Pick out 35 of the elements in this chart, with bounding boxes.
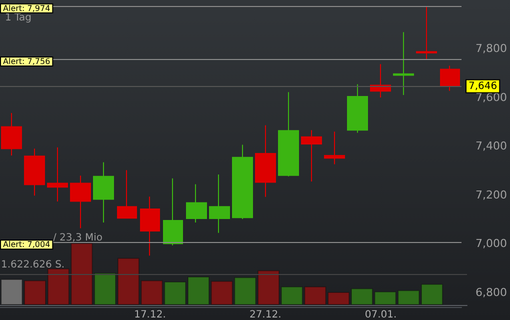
y-tick-label: 7,000	[476, 237, 508, 250]
ref-line-label: Alert: 7,004	[3, 240, 50, 250]
ref-line-label: 7,646	[468, 80, 498, 92]
candlestick	[301, 130, 322, 182]
candlestick	[416, 6, 437, 60]
y-tick-label: 7,600	[476, 90, 508, 104]
candlestick	[393, 32, 414, 96]
y-tick-label: 7,400	[476, 140, 508, 153]
candlestick	[140, 196, 160, 256]
y-tick-label: 7,200	[476, 188, 508, 202]
candlestick	[440, 65, 460, 92]
y-tick-label: 6,800	[476, 286, 508, 299]
annotation: / 23,3 Mio	[53, 232, 103, 244]
candlestick	[324, 131, 345, 165]
ref-line-label: 1.622.626 S.	[1, 260, 65, 270]
candlestick	[1, 112, 22, 156]
candlestick	[186, 184, 207, 223]
x-tick-label: 27.12.	[249, 310, 282, 320]
annotation: 1 Tag	[5, 12, 32, 24]
candlestick	[347, 84, 368, 134]
candlestick	[24, 148, 45, 196]
candlestick	[255, 124, 276, 198]
candlestick	[70, 175, 91, 229]
candlestick	[232, 144, 253, 220]
candlestick	[93, 162, 114, 223]
candlestick	[117, 170, 137, 220]
y-tick-label: 7,800	[476, 42, 508, 56]
candlestick	[47, 146, 68, 202]
x-tick-label: 07.01.	[364, 310, 397, 320]
ref-line-label: Alert: 7,974	[3, 4, 50, 13]
candlestick	[278, 92, 299, 177]
candlestick	[209, 174, 230, 234]
candlestick	[163, 178, 183, 246]
ref-line-label: Alert: 7,756	[3, 56, 50, 66]
x-tick-label: 17.12.	[134, 310, 166, 320]
